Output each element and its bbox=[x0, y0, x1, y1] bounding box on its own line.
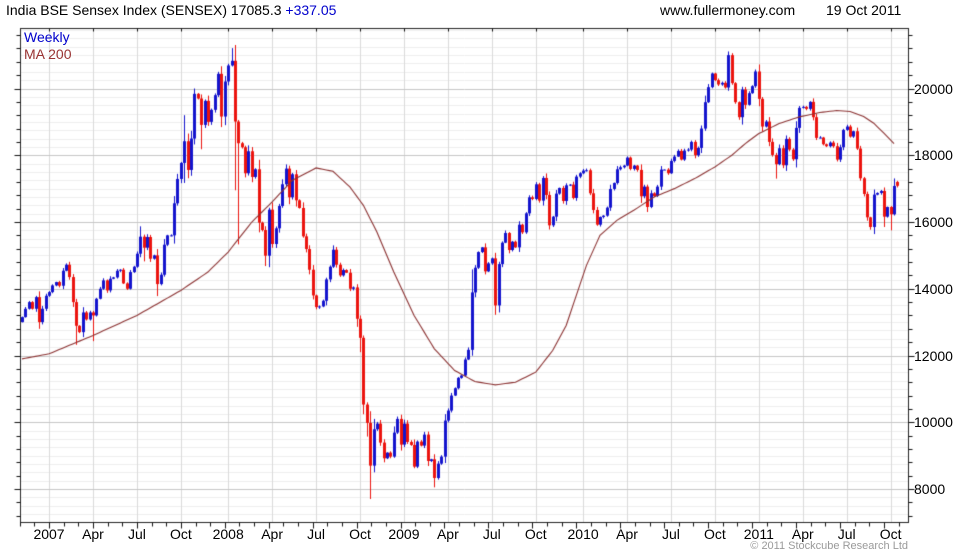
x-axis-label: Oct bbox=[879, 526, 902, 542]
x-axis-label: Apr bbox=[791, 526, 814, 542]
x-axis-label: Jul bbox=[662, 526, 680, 542]
change-value: +337.05 bbox=[285, 2, 337, 18]
y-axis-label: 10000 bbox=[914, 414, 953, 431]
site-url: www.fullermoney.com bbox=[660, 2, 796, 18]
x-axis-label: 2008 bbox=[212, 526, 244, 542]
y-axis-label: 14000 bbox=[914, 280, 953, 297]
legend-series-label: Weekly bbox=[24, 29, 70, 45]
legend-ma-label: MA 200 bbox=[24, 46, 72, 62]
x-axis-label: Apr bbox=[436, 526, 459, 542]
y-axis-label: 18000 bbox=[914, 147, 953, 164]
x-axis-label: Oct bbox=[349, 526, 371, 542]
y-axis-label: 16000 bbox=[914, 214, 953, 230]
chart-date: 19 Oct 2011 bbox=[826, 2, 902, 18]
x-axis-label: Jul bbox=[482, 526, 501, 542]
y-axis-label: 8000 bbox=[914, 481, 946, 497]
copyright-notice: © 2011 Stockcube Research Ltd bbox=[750, 540, 908, 552]
y-axis-label: 12000 bbox=[914, 347, 953, 364]
instrument-name: India BSE Sensex Index (SENSEX) bbox=[6, 2, 227, 18]
x-axis-label: Apr bbox=[616, 526, 638, 542]
x-axis-label: 2007 bbox=[33, 526, 65, 542]
x-axis-label: Apr bbox=[82, 526, 104, 542]
x-axis-label: Oct bbox=[524, 526, 547, 542]
x-axis-label: Oct bbox=[169, 526, 192, 542]
x-axis-label: Jul bbox=[127, 526, 146, 542]
chart-title: India BSE Sensex Index (SENSEX) 17085.3 … bbox=[6, 2, 336, 18]
x-axis-label: Jul bbox=[837, 526, 856, 542]
y-axis-label: 20000 bbox=[914, 80, 953, 97]
last-value: 17085.3 bbox=[230, 2, 282, 18]
x-axis-label: 2010 bbox=[567, 526, 599, 542]
x-axis-label: Apr bbox=[261, 526, 283, 542]
x-axis-label: 2011 bbox=[743, 526, 774, 542]
x-axis-label: Jul bbox=[307, 526, 325, 542]
x-axis-label: 2009 bbox=[388, 526, 420, 542]
x-axis-label: Oct bbox=[704, 526, 726, 542]
